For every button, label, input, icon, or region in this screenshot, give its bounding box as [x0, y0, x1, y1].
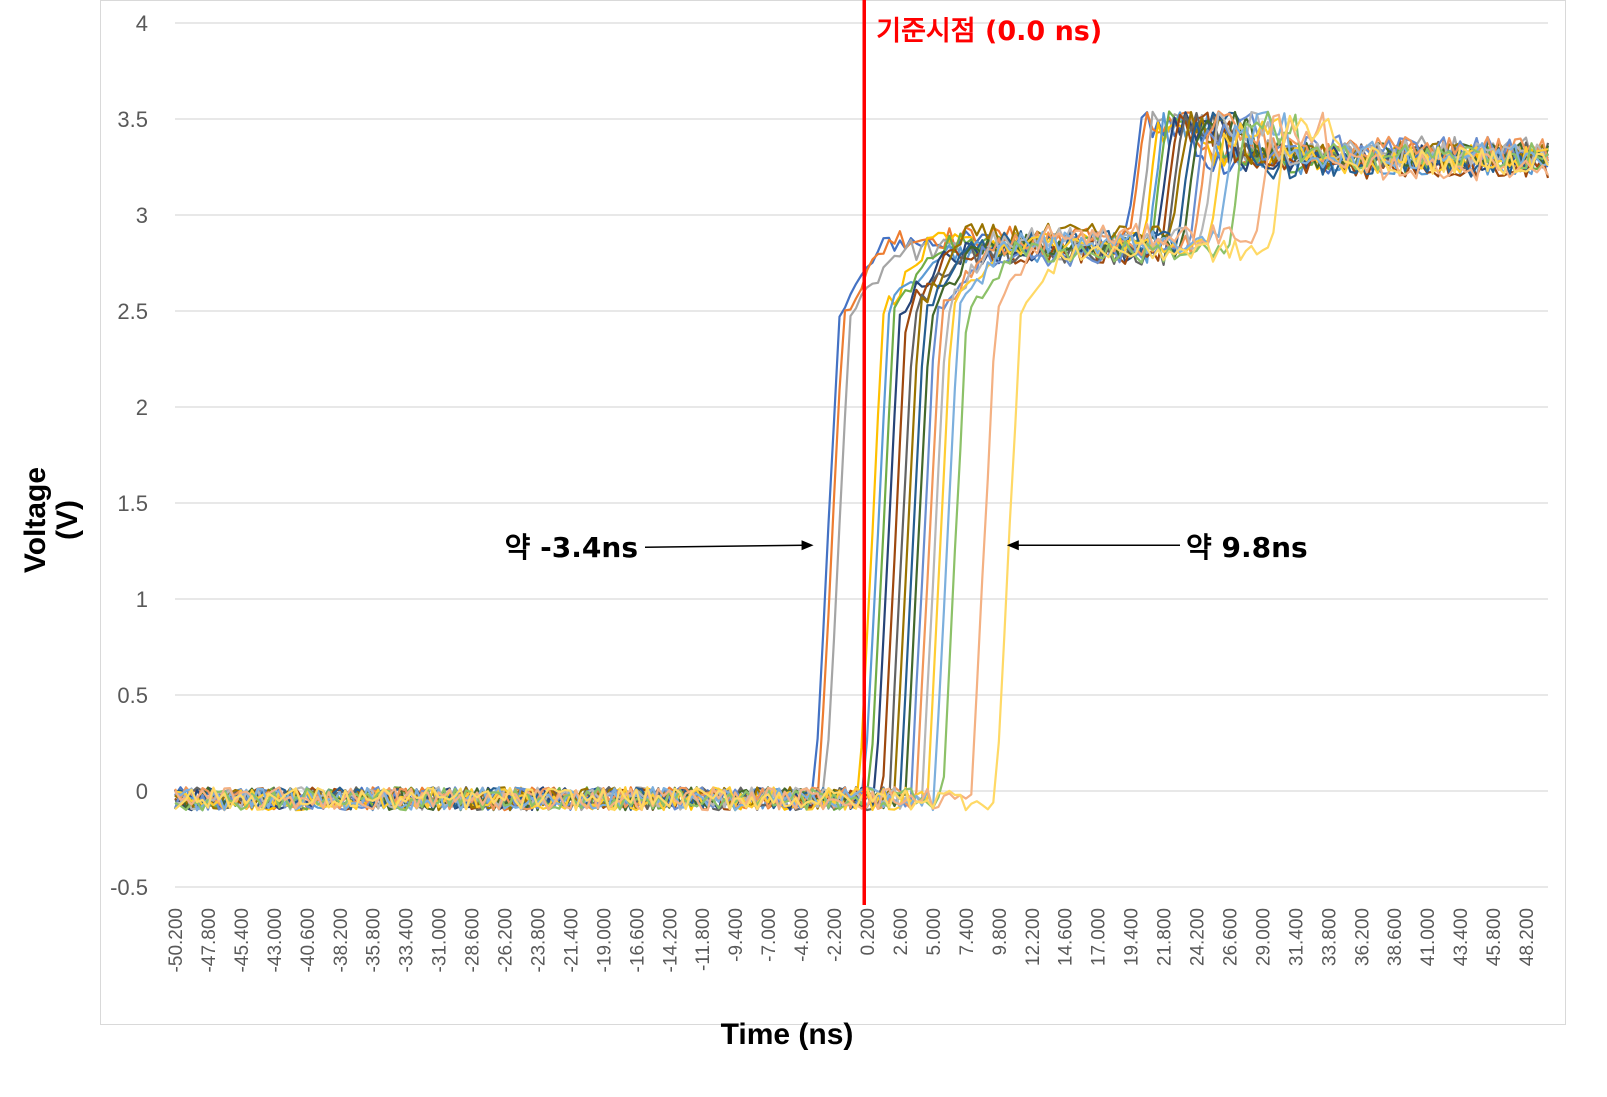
x-tick-label: -7.000 [759, 908, 780, 962]
x-tick-label: 24.200 [1188, 908, 1209, 966]
series-line [174, 111, 1549, 811]
x-tick-label: -16.600 [627, 908, 648, 972]
x-tick-label: -9.400 [726, 908, 747, 962]
x-tick-label: -11.800 [693, 908, 714, 971]
x-tick-label: 38.600 [1385, 908, 1406, 966]
annotation-arrow-left [644, 544, 804, 548]
series-line [174, 111, 1549, 812]
x-tick-label: -21.400 [561, 908, 582, 972]
series-line [174, 110, 1549, 812]
x-axis-title: Time (ns) [721, 1018, 854, 1051]
y-axis-title: Voltage (V) [19, 467, 84, 573]
series-line [174, 111, 1549, 812]
x-tick-label: -50.200 [166, 908, 187, 972]
y-tick-label: 2.5 [117, 299, 148, 324]
x-tick-label: -47.800 [199, 908, 220, 972]
y-tick-label: 4 [136, 11, 148, 36]
series-line [173, 112, 1549, 812]
annotation-right-label: 약 9.8ns [1186, 531, 1308, 564]
x-tick-label: -19.000 [594, 908, 615, 972]
y-axis-title-line2: (V) [51, 500, 84, 540]
x-tick-label: -38.200 [331, 908, 352, 972]
annotation-left-label: 약 -3.4ns [505, 531, 638, 564]
series-line [174, 110, 1550, 812]
x-tick-label: 33.800 [1319, 908, 1340, 966]
x-tick-label: 17.000 [1089, 908, 1110, 966]
x-tick-label: -2.200 [825, 908, 846, 962]
series-lines [173, 110, 1550, 812]
series-line [174, 111, 1549, 812]
x-tick-label: 48.200 [1517, 908, 1538, 966]
x-tick-label: -45.400 [232, 908, 253, 972]
x-tick-label: 5.000 [924, 908, 945, 956]
y-tick-labels: -0.5 0 0.5 1 1.5 2 2.5 3 3.5 4 [110, 11, 148, 900]
y-tick-label: 1 [136, 587, 148, 612]
x-tick-label: 0.200 [858, 908, 879, 956]
annotation-arrowhead-right [1006, 540, 1019, 551]
x-tick-label: 2.600 [891, 908, 912, 956]
x-tick-label: 12.200 [1023, 908, 1044, 966]
x-tick-label: 19.400 [1122, 908, 1143, 966]
x-tick-label: -26.200 [496, 908, 517, 972]
y-tick-label: 2 [136, 395, 148, 420]
y-tick-label: 0 [136, 779, 148, 804]
annotations: 약 -3.4ns 약 9.8ns [505, 531, 1308, 564]
y-tick-label: 0.5 [117, 683, 148, 708]
series-line [174, 110, 1550, 812]
x-tick-labels: -50.200 -47.800 -45.400 -43.000 -40.600 -38.2… [166, 908, 1538, 972]
x-tick-label: 26.600 [1220, 908, 1241, 966]
x-tick-label: -23.800 [528, 908, 549, 972]
y-tick-label: 1.5 [117, 491, 148, 516]
x-tick-label: 31.400 [1286, 908, 1307, 966]
x-tick-label: 14.600 [1056, 908, 1077, 966]
x-tick-label: 36.200 [1352, 908, 1373, 966]
x-tick-label: -31.000 [430, 908, 451, 972]
x-tick-label: 41.000 [1418, 908, 1439, 966]
series-line [174, 110, 1550, 812]
y-tick-label: 3.5 [117, 107, 148, 132]
x-tick-label: -35.800 [364, 908, 385, 972]
annotation-arrowhead-left [801, 540, 814, 551]
series-line [173, 111, 1549, 812]
reference-line-label: 기준시점 (0.0 ns) [876, 16, 1102, 47]
series-line [174, 111, 1549, 812]
x-tick-label: 7.400 [957, 908, 978, 956]
x-tick-label: -40.600 [298, 908, 319, 972]
series-line [174, 111, 1550, 812]
series-line [174, 114, 1549, 812]
x-tick-label: 43.400 [1451, 908, 1472, 966]
series-line [173, 110, 1550, 812]
series-line [174, 121, 1549, 812]
x-tick-label: -43.000 [265, 908, 286, 972]
x-tick-label: 45.800 [1484, 908, 1505, 966]
x-tick-label: -28.600 [463, 908, 484, 972]
x-tick-label: 29.000 [1253, 908, 1274, 966]
y-tick-label: 3 [136, 203, 148, 228]
series-line [174, 117, 1549, 812]
y-tick-label: -0.5 [110, 875, 148, 900]
y-axis-title-line1: Voltage [19, 467, 52, 573]
series-line [174, 110, 1549, 812]
x-tick-label: -4.600 [792, 908, 813, 962]
series-line [174, 110, 1549, 811]
series-line [174, 111, 1550, 812]
x-tick-label: -14.200 [660, 908, 681, 972]
x-tick-label: 21.800 [1155, 908, 1176, 966]
x-tick-label: 9.800 [990, 908, 1011, 956]
x-tick-label: -33.400 [397, 908, 418, 972]
series-line [174, 110, 1549, 812]
